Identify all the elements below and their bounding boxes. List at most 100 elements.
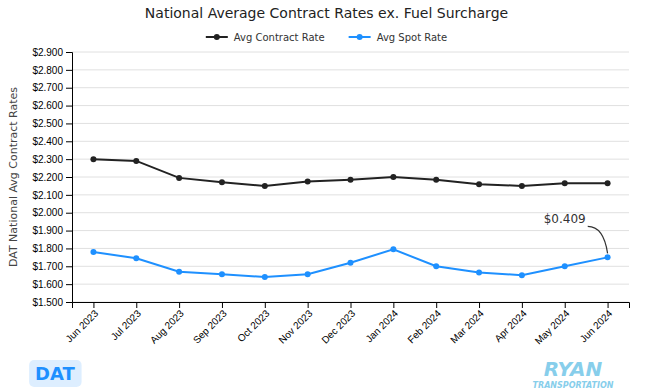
y-tick: $2.800 bbox=[32, 65, 72, 76]
series-point bbox=[476, 270, 482, 276]
y-tick: $2.400 bbox=[32, 136, 72, 147]
y-tick: $2.200 bbox=[32, 172, 72, 183]
y-tick: $2.900 bbox=[32, 47, 72, 58]
series-point bbox=[519, 183, 525, 189]
x-tick: Oct 2023 bbox=[235, 302, 272, 344]
y-tick: $1.800 bbox=[32, 243, 72, 254]
y-tick: $2.600 bbox=[32, 100, 72, 111]
y-axis-title: DAT National Avg Contract Rates bbox=[7, 87, 20, 267]
y-tick-label: $1.800 bbox=[32, 243, 63, 254]
legend: Avg Contract RateAvg Spot Rate bbox=[206, 32, 447, 43]
x-tick-mark bbox=[93, 302, 94, 308]
y-tick-label: $2.000 bbox=[32, 207, 63, 218]
grid bbox=[72, 52, 629, 302]
series-point bbox=[176, 175, 182, 181]
grid-line bbox=[72, 248, 629, 249]
y-tick-mark bbox=[66, 159, 72, 160]
series-point bbox=[262, 183, 268, 189]
grid-line bbox=[72, 141, 629, 142]
y-tick-label: $2.300 bbox=[32, 154, 63, 165]
y-tick: $2.700 bbox=[32, 82, 72, 93]
x-tick-mark bbox=[479, 302, 480, 308]
x-tick-label: Jan 2024 bbox=[363, 307, 400, 344]
x-tick-mark bbox=[265, 302, 266, 308]
y-tick-mark bbox=[66, 231, 72, 232]
x-tick-mark bbox=[222, 302, 223, 308]
y-tick-mark bbox=[66, 302, 72, 303]
grid-line bbox=[72, 52, 629, 53]
x-tick: Mar 2024 bbox=[448, 302, 486, 345]
legend-marker bbox=[214, 34, 220, 40]
series-point bbox=[433, 263, 439, 269]
series-point bbox=[305, 178, 311, 184]
x-tick-mark bbox=[436, 302, 437, 308]
x-tick-mark bbox=[522, 302, 523, 308]
x-tick-label: Oct 2023 bbox=[235, 307, 272, 344]
x-tick-label: Jun 2024 bbox=[578, 307, 615, 344]
x-tick-label: Dec 2023 bbox=[319, 307, 357, 345]
y-tick-label: $1.900 bbox=[32, 225, 63, 236]
y-tick-mark bbox=[66, 266, 72, 267]
y-tick-mark bbox=[66, 70, 72, 71]
y-tick: $1.500 bbox=[32, 297, 72, 308]
x-tick: Jul 2023 bbox=[109, 302, 144, 342]
y-tick-label: $2.700 bbox=[32, 82, 63, 93]
x-tick-label: Jul 2023 bbox=[109, 307, 144, 342]
y-tick: $2.300 bbox=[32, 154, 72, 165]
y-tick-mark bbox=[66, 88, 72, 89]
x-tick: Dec 2023 bbox=[319, 302, 357, 346]
logo-left: DAT bbox=[29, 360, 81, 387]
annotation-connector bbox=[588, 226, 608, 253]
y-tick-mark bbox=[66, 177, 72, 178]
x-tick-mark bbox=[393, 302, 394, 308]
logo-box bbox=[29, 360, 81, 387]
series-point bbox=[219, 271, 225, 277]
y-axis: $1.500 $1.600 $1.700 $1.800 $1.900 $2.000 $2.1… bbox=[32, 47, 72, 308]
grid-line bbox=[72, 266, 629, 267]
x-tick-label: May 2024 bbox=[533, 307, 572, 346]
grid-line bbox=[72, 230, 629, 231]
series-point bbox=[562, 180, 568, 186]
y-tick-label: $1.700 bbox=[32, 261, 63, 272]
y-tick-mark bbox=[66, 52, 72, 53]
y-axis-line bbox=[66, 53, 73, 303]
x-tick-label: Apr 2024 bbox=[492, 307, 529, 344]
title: National Average Contract Rates ex. Fuel… bbox=[145, 5, 508, 21]
series-point bbox=[562, 263, 568, 269]
logo-text: DAT bbox=[35, 363, 75, 384]
series-point bbox=[348, 260, 354, 266]
series-line bbox=[93, 249, 607, 277]
y-tick: $1.900 bbox=[32, 225, 72, 236]
series-point bbox=[219, 179, 225, 185]
x-tick: Apr 2024 bbox=[492, 302, 529, 344]
chart: National Average Contract Rates ex. Fuel… bbox=[0, 0, 653, 392]
x-tick-label: Jun 2023 bbox=[63, 307, 100, 344]
series-point bbox=[476, 181, 482, 187]
x-tick: Jun 2023 bbox=[63, 302, 100, 345]
y-tick-label: $2.600 bbox=[32, 100, 63, 111]
y-tick: $2.000 bbox=[32, 207, 72, 218]
x-tick-mark bbox=[136, 302, 137, 308]
y-tick: $2.500 bbox=[32, 118, 72, 129]
grid-line bbox=[72, 105, 629, 106]
plot-area: $1.500 $1.600 $1.700 $1.800 $1.900 $2.000 $2.1… bbox=[32, 47, 629, 347]
x-tick-label: Nov 2023 bbox=[276, 307, 314, 345]
x-tick: Jan 2024 bbox=[363, 302, 400, 345]
y-tick-mark bbox=[66, 284, 72, 285]
y-tick: $2.100 bbox=[32, 190, 72, 201]
series-point bbox=[390, 174, 396, 180]
series-point bbox=[605, 254, 611, 260]
series-point bbox=[133, 255, 139, 261]
grid-line bbox=[72, 284, 629, 285]
y-tick-mark bbox=[66, 195, 72, 196]
y-tick-label: $2.400 bbox=[32, 136, 63, 147]
series-point bbox=[305, 271, 311, 277]
y-tick: $1.700 bbox=[32, 261, 72, 272]
x-tick-mark bbox=[565, 302, 566, 308]
series-point bbox=[605, 180, 611, 186]
y-tick: $1.600 bbox=[32, 279, 72, 290]
y-tick-label: $2.500 bbox=[32, 118, 63, 129]
legend-item: Avg Contract Rate bbox=[206, 32, 325, 43]
series-point bbox=[348, 177, 354, 183]
logo-text: TRANSPORTATION bbox=[533, 381, 614, 390]
